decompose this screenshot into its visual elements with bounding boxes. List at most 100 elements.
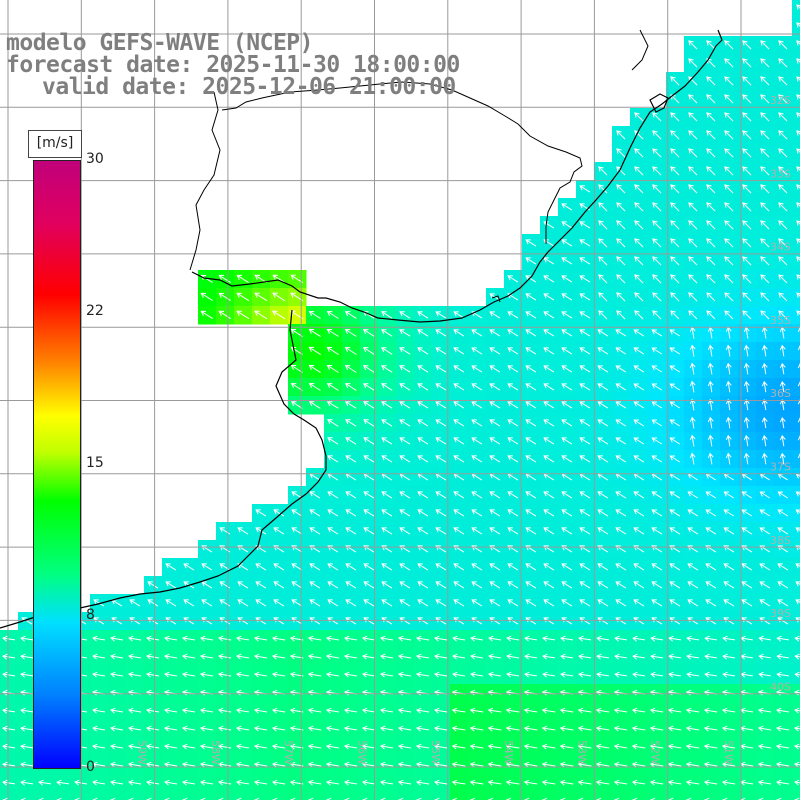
wind-arrow xyxy=(381,491,393,499)
wind-arrow xyxy=(579,563,591,571)
wind-arrow xyxy=(543,455,555,463)
wind-arrow xyxy=(668,653,681,660)
wind-arrow xyxy=(669,491,681,499)
wind-arrow xyxy=(128,743,142,750)
wind-arrow xyxy=(415,707,430,714)
wind-arrow xyxy=(775,707,790,714)
wind-arrow xyxy=(417,491,429,499)
wind-arrow xyxy=(110,761,124,768)
wind-arrow xyxy=(631,707,646,714)
wind-speed-cell xyxy=(36,792,55,800)
wind-arrow xyxy=(577,797,584,800)
wind-arrow xyxy=(489,491,501,499)
wind-speed-cell xyxy=(252,792,271,800)
wind-arrow xyxy=(742,94,752,104)
colorbar-tick: 15 xyxy=(86,455,104,471)
wind-arrow xyxy=(761,434,768,447)
wind-arrow xyxy=(686,653,699,660)
wind-arrow xyxy=(541,779,556,786)
wind-arrow xyxy=(778,130,788,140)
wind-speed-cell xyxy=(792,90,800,109)
wind-arrow xyxy=(183,599,195,607)
wind-arrow xyxy=(688,292,698,302)
wind-arrow xyxy=(598,184,608,194)
wind-arrow xyxy=(597,401,609,409)
wind-arrow xyxy=(255,581,267,589)
wind-arrow xyxy=(759,599,771,607)
wind-arrow xyxy=(614,671,627,678)
wind-arrow xyxy=(20,725,34,732)
wind-arrow xyxy=(650,653,663,660)
wind-arrow xyxy=(560,671,574,678)
wind-arrow xyxy=(417,563,429,571)
wind-arrow xyxy=(217,707,232,714)
wind-arrow xyxy=(453,491,465,499)
wind-arrow xyxy=(634,238,644,248)
wind-arrow xyxy=(417,383,429,391)
wind-arrow xyxy=(778,40,788,50)
wind-arrow xyxy=(507,383,519,391)
wind-arrow xyxy=(793,761,800,768)
wind-arrow xyxy=(452,671,466,678)
wind-arrow xyxy=(633,401,645,409)
wind-arrow xyxy=(778,58,788,68)
wind-arrow xyxy=(797,381,800,387)
wind-arrow xyxy=(343,743,358,750)
wind-arrow xyxy=(779,398,786,411)
wind-arrow xyxy=(689,362,696,375)
wind-arrow xyxy=(255,509,267,517)
wind-arrow xyxy=(796,274,800,280)
wind-arrow xyxy=(561,527,573,535)
wind-arrow xyxy=(163,797,170,800)
wind-arrow xyxy=(651,563,663,571)
wind-arrow xyxy=(616,184,626,194)
wind-arrow xyxy=(38,797,44,800)
wind-arrow xyxy=(688,148,698,158)
wind-arrow xyxy=(688,58,698,68)
wind-arrow xyxy=(415,671,430,678)
wind-arrow xyxy=(723,563,735,571)
wind-arrow xyxy=(525,437,537,445)
wind-arrow xyxy=(145,743,160,750)
wind-arrow xyxy=(309,491,321,499)
wind-arrow xyxy=(489,311,501,319)
wind-arrow xyxy=(507,311,519,319)
wind-arrow xyxy=(724,256,734,266)
wind-arrow xyxy=(291,527,303,535)
wind-arrow xyxy=(523,725,538,732)
wind-arrow xyxy=(759,581,771,589)
wind-arrow xyxy=(362,347,375,355)
wind-arrow xyxy=(597,365,609,373)
wind-arrow xyxy=(399,347,411,355)
wind-arrow xyxy=(2,725,16,732)
wind-arrow xyxy=(760,310,770,320)
wind-arrow xyxy=(399,509,411,517)
wind-arrow xyxy=(345,455,357,463)
wind-arrow xyxy=(543,419,555,427)
wind-arrow xyxy=(417,437,429,445)
wind-arrow xyxy=(525,383,537,391)
wind-arrow xyxy=(760,94,770,104)
wind-arrow xyxy=(651,365,663,373)
wind-arrow xyxy=(742,274,752,284)
coastline xyxy=(0,29,723,629)
wind-arrow xyxy=(742,76,752,86)
wind-arrow xyxy=(397,635,412,642)
wind-speed-cell xyxy=(792,144,800,163)
wind-arrow xyxy=(757,761,772,768)
wind-arrow xyxy=(397,653,412,660)
longitude-label: 58W xyxy=(209,740,222,765)
wind-arrow xyxy=(363,383,375,391)
wind-arrow xyxy=(615,527,627,535)
wind-arrow xyxy=(724,202,734,212)
wind-arrow xyxy=(595,761,610,768)
wind-arrow xyxy=(561,455,573,463)
wind-arrow xyxy=(344,383,357,391)
wind-arrow xyxy=(307,671,322,678)
wind-arrow xyxy=(543,383,555,391)
wind-arrow xyxy=(577,779,592,786)
wind-arrow xyxy=(254,310,268,320)
wind-arrow xyxy=(797,399,800,405)
wind-arrow xyxy=(704,635,717,642)
wind-arrow xyxy=(685,779,700,786)
